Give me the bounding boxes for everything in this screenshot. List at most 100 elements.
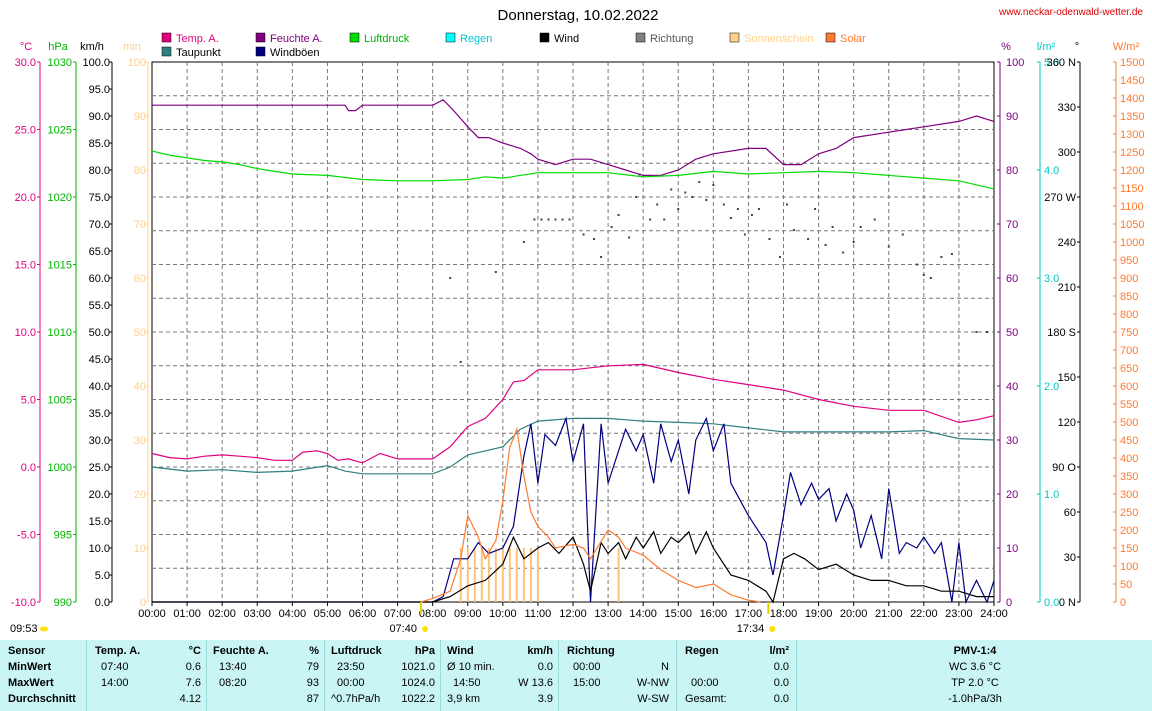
direction-point [593,238,596,240]
x-tick-label: 10:00 [489,608,517,620]
humidity-tick-label: 0 [1006,597,1012,609]
direction-point [859,226,862,228]
solar-tick-label: 1450 [1120,75,1144,87]
solar-tick-label: 1050 [1120,219,1144,231]
series-line-windb-en [152,416,995,605]
direction-point [757,208,760,210]
direction-point [600,256,603,258]
temp-min-val: 0.6 [185,661,201,673]
direction-point [628,236,631,239]
wind-tick-label: 20.0 [89,489,110,501]
direction-point [635,196,638,198]
site-url[interactable]: www.neckar-odenwald-wetter.de [998,7,1143,18]
series-line-solar [420,426,761,603]
pmv-trend: -1.0hPa/3h [948,693,1002,705]
x-tick-label: 17:00 [735,608,763,620]
summary-wind-col: Wind km/h Ø 10 min. 0.0 14:50 W 13.6 3,9 km… [440,640,559,711]
humidity-unit-label: % [1001,41,1011,53]
solar-tick-label: 150 [1120,543,1138,555]
direction-min-val: N [661,661,669,673]
solar-tick-label: 650 [1120,363,1138,375]
solar-tick-label: 1200 [1120,165,1144,177]
rain-r2-val: 0.0 [773,677,789,689]
direction-point [743,233,746,236]
direction-point [786,203,789,206]
humidity-min-time: 13:40 [219,661,247,673]
current-sun-icon [40,626,48,632]
x-tick-label: 12:00 [559,608,587,620]
sunshine-bar [480,548,483,602]
wind-tick-label: 90.0 [89,111,110,123]
wind-run-label: 3,9 km [447,693,481,705]
temp-min-time: 07:40 [101,661,129,673]
temp-header: Temp. A. [95,645,141,657]
solar-tick-label: 350 [1120,471,1138,483]
solar-tick-label: 750 [1120,327,1138,339]
rain-tick-label: 3.0 [1044,273,1059,285]
direction-point [722,203,725,206]
direction-point [975,331,978,333]
wind-tick-label: 15.0 [89,516,110,528]
pressure-max-time: 00:00 [337,677,365,689]
direction-point [691,196,694,198]
solar-tick-label: 300 [1120,489,1138,501]
wind-tick-label: 30.0 [89,435,110,447]
direction-point [950,253,953,255]
wind-tick-label: 95.0 [89,84,110,96]
sunshine-tick-label: 50 [134,327,146,339]
x-tick-label: 05:00 [314,608,342,620]
direction-point [712,184,715,186]
direction-avg-val: W-SW [637,693,669,705]
direction-point [814,208,817,210]
chart-title: Donnerstag, 10.02.2022 [498,7,659,24]
legend-label: Windböen [270,47,320,59]
sunshine-bar [536,548,539,602]
direction-point [670,188,673,191]
pmv-tp: TP 2.0 °C [951,677,999,689]
wind-unit-label: km/h [80,41,104,53]
humidity-min-val: 79 [306,661,319,673]
legend-swatch [445,32,456,43]
rain-tick-label: 5.0 [1044,57,1059,69]
pressure-header: Luftdruck [331,645,382,657]
sunrise-sun-icon [421,626,428,632]
temp-max-time: 14:00 [101,677,129,689]
solar-tick-label: 100 [1120,561,1138,573]
pressure-tick-label: 1005 [48,395,72,407]
sunshine-bar [522,548,525,602]
summary-direction-col: Richtung 00:00 N 15:00 W-NW W-SW [558,640,677,711]
pressure-tick-label: 1010 [48,327,72,339]
wind-unit: km/h [527,645,553,657]
legend-swatch [161,46,172,57]
sunshine-bar [508,548,511,602]
temp-tick-label: 0.0 [21,462,36,474]
x-tick-label: 13:00 [594,608,622,620]
rain-r1-val: 0.0 [773,661,789,673]
direction-point [873,218,876,221]
max-label: MaxWert [8,677,54,689]
direction-point [831,226,834,228]
wind-tick-label: 50.0 [89,327,110,339]
x-tick-label: 23:00 [945,608,973,620]
series-line-temp-a- [151,363,995,464]
legend-label: Luftdruck [364,33,410,45]
direction-point [824,244,827,246]
direction-point [610,226,613,228]
direction-point [705,199,708,201]
solar-tick-label: 50 [1120,579,1132,591]
sunshine-bar [494,548,497,602]
solar-tick-label: 400 [1120,453,1138,465]
humidity-tick-label: 90 [1006,111,1018,123]
x-tick-label: 11:00 [525,608,552,620]
solar-tick-label: 800 [1120,309,1138,321]
legend: Temp. A. Taupunkt Feuchte A. Windböen Luftdr… [161,32,866,59]
wind-tick-label: 80.0 [89,165,110,177]
x-tick-label: 22:00 [910,608,938,620]
sunset-sun-icon [769,626,776,632]
legend-label: Richtung [650,33,693,45]
pressure-tick-label: 990 [54,597,72,609]
x-tick-label: 24:00 [980,608,1008,620]
direction-tick-label: 360 N [1047,57,1076,69]
solar-tick-label: 1500 [1120,57,1144,69]
rain-total-val: 0.0 [773,693,789,705]
